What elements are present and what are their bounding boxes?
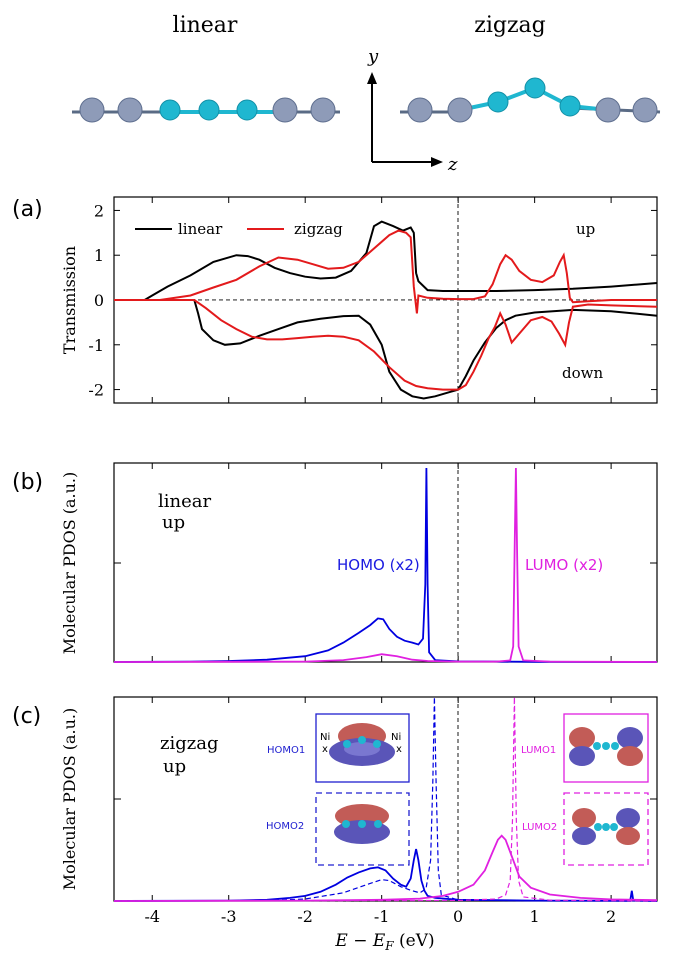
x-tick-label: 0 (453, 907, 463, 926)
xaxis-label-unit: (eV) (394, 931, 435, 951)
c-atom (159, 99, 181, 121)
c-atom (559, 95, 581, 117)
xaxis-label-sub: F (384, 939, 394, 953)
y-tick-label: 1 (94, 246, 104, 265)
inset-homo1: Ni x Ni x (315, 713, 410, 783)
ni-atom (407, 97, 433, 123)
y-tick-label: -1 (88, 336, 104, 355)
ylabel-a: Transmission (60, 246, 79, 354)
x-tick-label: -4 (144, 907, 160, 926)
xaxis-label: E − EF (eV) (334, 931, 434, 953)
x-tick-label: -1 (374, 907, 390, 926)
xticks-a (151, 197, 612, 403)
linear-chain (72, 97, 340, 123)
series-b (113, 467, 658, 663)
ni-atom (595, 97, 621, 123)
inset-atom-ni-left: Ni (320, 732, 330, 743)
ni-atom (632, 97, 658, 123)
annotation-up-c: up (163, 756, 186, 777)
x-tick-label: -2 (297, 907, 313, 926)
annotation-down: down (562, 364, 603, 382)
xaxis-label-main: E − E (334, 931, 385, 951)
inset-label-lumo2: LUMO2 (522, 822, 557, 833)
y-tick-label: 0 (94, 291, 104, 310)
series-line-zigzag-up (114, 229, 657, 314)
inset-label-homo2: HOMO2 (266, 821, 304, 832)
c-atom (524, 77, 546, 99)
panel-b: (b) Molecular PDOS (a.u.) linear up HOMO… (12, 462, 658, 663)
y-tick-label: 2 (94, 201, 104, 220)
ni-atom (447, 97, 473, 123)
structure-header: linear zigzag y z (72, 13, 661, 175)
series-line-lumo1 (113, 834, 658, 902)
x-tick-label: 1 (530, 907, 540, 926)
c-atom (236, 99, 258, 121)
label-lumo-x2: LUMO (x2) (525, 556, 603, 574)
axes-glyph: y z (367, 46, 458, 175)
label-homo-x2: HOMO (x2) (337, 556, 420, 574)
series-line-homo-x2- (113, 467, 658, 663)
inset-lumo1 (563, 713, 649, 783)
ylabel-c: Molecular PDOS (a.u.) (60, 708, 79, 891)
panel-c: (c) Molecular PDOS (a.u.) -4 -3 -2 -1 0 1 2 zi… (12, 696, 658, 926)
inset-homo2 (315, 792, 410, 866)
yticks-a: -2 -1 0 1 2 (88, 201, 657, 400)
inset-atom-ni-right: Ni (391, 732, 401, 743)
series-line-zigzag-down (114, 299, 658, 391)
xticks-c[interactable]: -4 -3 -2 -1 0 1 2 (144, 697, 616, 926)
x-tick-label: 2 (606, 907, 616, 926)
annotation-zigzag: zigzag (160, 733, 219, 754)
inset-lumo2 (563, 792, 649, 866)
legend-a: linear zigzag (135, 220, 343, 238)
ni-atom (272, 97, 298, 123)
ni-atom (79, 97, 105, 123)
ni-atom (117, 97, 143, 123)
panel-label-a: (a) (12, 197, 43, 222)
panel-label-b: (b) (12, 470, 43, 495)
legend-linear: linear (178, 220, 223, 238)
annotation-linear: linear (158, 491, 211, 512)
panel-label-c: (c) (12, 704, 41, 729)
inset-atom-x-left: x (322, 744, 328, 755)
x-tick-label: -3 (221, 907, 237, 926)
inset-label-homo1: HOMO1 (267, 745, 305, 756)
zigzag-chain (400, 77, 661, 123)
series-c (113, 696, 658, 902)
c-atom (198, 99, 220, 121)
axis-y-label: y (367, 46, 379, 67)
zigzag-title: zigzag (474, 13, 546, 38)
series-line-homo2 (113, 696, 658, 902)
axis-z-label: z (447, 154, 458, 175)
annotation-up-b: up (162, 512, 185, 533)
y-tick-label: -2 (88, 381, 104, 400)
series-a (114, 220, 658, 400)
ylabel-b: Molecular PDOS (a.u.) (60, 472, 79, 655)
panel-a: (a) Transmission -2 -1 0 1 2 linear zigzag u… (12, 196, 658, 404)
inset-atom-x-right: x (396, 744, 402, 755)
annotation-up: up (576, 220, 595, 238)
c-atom (487, 91, 509, 113)
legend-zigzag: zigzag (294, 220, 343, 238)
linear-title: linear (173, 13, 238, 38)
inset-label-lumo1: LUMO1 (521, 745, 556, 756)
series-line-linear-up (114, 220, 658, 301)
series-line-lumo-x2- (113, 467, 658, 663)
series-line-lumo2 (113, 696, 658, 902)
series-line-linear-down (114, 299, 658, 400)
ni-atom (310, 97, 336, 123)
